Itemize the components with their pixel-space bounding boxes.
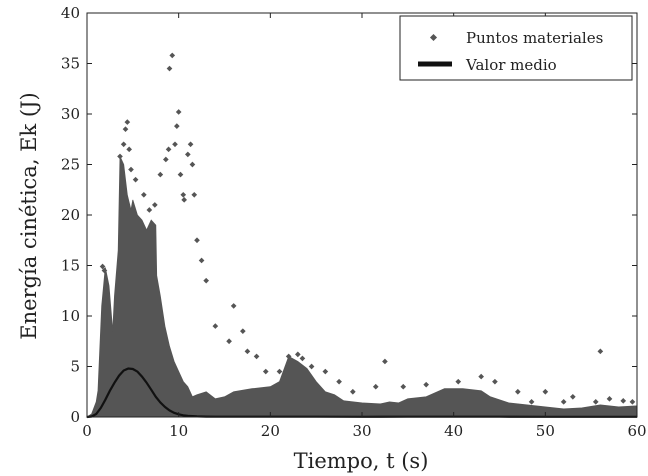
point-6: [124, 119, 131, 125]
y-tick-label: 25: [61, 156, 80, 174]
point-59: [597, 348, 604, 355]
point-15: [165, 146, 172, 153]
point-7: [126, 146, 132, 153]
point-12: [152, 202, 158, 208]
point-2: [104, 292, 110, 299]
point-51: [478, 373, 484, 380]
legend-label-points: Puntos materiales: [466, 29, 603, 47]
y-tick-label: 10: [61, 307, 80, 325]
point-44: [336, 378, 342, 385]
point-53: [515, 388, 521, 395]
point-55: [542, 388, 549, 395]
y-tick-label: 15: [61, 257, 80, 275]
point-37: [262, 368, 269, 375]
point-46: [372, 383, 379, 390]
x-tick-label: 40: [444, 422, 463, 440]
point-40: [295, 351, 301, 358]
point-5: [122, 126, 129, 132]
point-16: [166, 65, 173, 72]
point-50: [455, 378, 462, 385]
point-31: [212, 323, 219, 329]
point-11: [146, 207, 153, 213]
legend-item-mean: Valor medio: [418, 56, 557, 74]
point-10: [141, 191, 147, 198]
point-13: [157, 171, 164, 178]
point-9: [132, 176, 139, 183]
legend-label-mean: Valor medio: [465, 56, 557, 74]
point-3: [117, 153, 123, 160]
point-26: [189, 161, 196, 168]
point-20: [175, 109, 182, 115]
point-4: [120, 141, 127, 148]
point-35: [244, 348, 251, 355]
legend: Puntos materiales Valor medio: [399, 15, 633, 81]
y-tick-label: 35: [61, 55, 80, 73]
point-8: [128, 166, 134, 173]
y-tick-label: 30: [61, 105, 80, 123]
point-0: [99, 263, 106, 270]
x-tick-label: 30: [352, 422, 371, 440]
point-56: [560, 399, 567, 405]
point-34: [240, 328, 246, 334]
y-tick-label: 5: [70, 358, 80, 376]
point-18: [172, 141, 178, 148]
x-tick-label: 0: [82, 422, 92, 440]
point-38: [276, 368, 283, 375]
point-61: [620, 398, 627, 404]
scatter-points: [85, 52, 638, 418]
y-tick-label: 40: [61, 4, 80, 22]
point-58: [592, 399, 599, 405]
legend-box: [399, 15, 633, 81]
y-axis-label: Energía cinética, Ek (J): [17, 92, 41, 339]
point-28: [194, 237, 200, 244]
legend-item-points: Puntos materiales: [429, 29, 603, 47]
point-25: [187, 141, 194, 148]
point-1: [101, 267, 108, 274]
x-axis-label: Tiempo, t (s): [294, 449, 429, 473]
point-60: [606, 395, 613, 402]
point-54: [528, 399, 535, 405]
point-27: [191, 191, 198, 198]
point-39: [285, 353, 292, 360]
point-47: [382, 358, 388, 365]
point-32: [226, 338, 232, 345]
y-tick-label: 20: [61, 206, 80, 224]
point-57: [570, 393, 576, 400]
point-45: [350, 388, 356, 395]
y-tick-label: 0: [70, 408, 80, 426]
point-30: [203, 277, 209, 284]
x-tick-label: 20: [261, 422, 280, 440]
point-29: [198, 257, 205, 264]
point-62: [629, 399, 636, 405]
point-52: [492, 378, 498, 385]
point-42: [308, 363, 315, 370]
points-cloud: [85, 156, 638, 418]
point-49: [423, 381, 429, 388]
point-23: [181, 197, 187, 203]
legend-marker-points: [429, 33, 438, 42]
x-tick-label: 60: [627, 422, 646, 440]
point-33: [230, 303, 237, 309]
x-tick-label: 10: [169, 422, 188, 440]
point-24: [185, 151, 191, 158]
point-41: [299, 355, 306, 362]
tick-labels: 0 10 20 30 40 50 60 0 5 10 15 20 25 30 35 40: [61, 4, 647, 440]
point-22: [180, 191, 187, 198]
x-tick-label: 50: [536, 422, 555, 440]
point-43: [322, 368, 329, 375]
point-21: [177, 171, 184, 178]
point-48: [400, 383, 407, 390]
point-14: [163, 156, 169, 163]
